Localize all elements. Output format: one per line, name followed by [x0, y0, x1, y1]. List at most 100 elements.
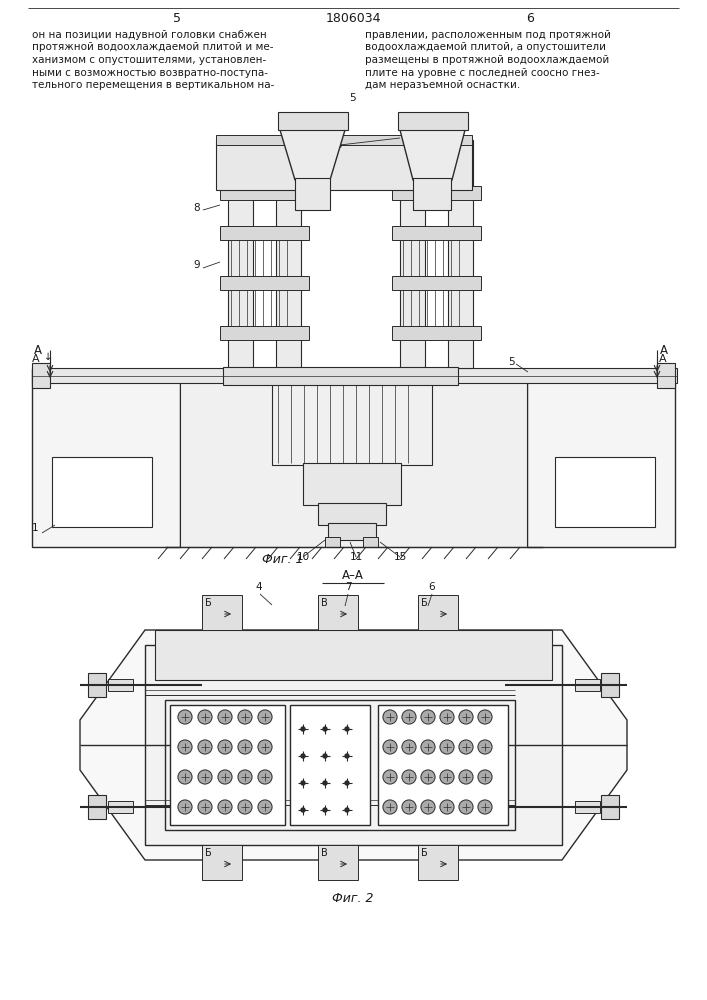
Text: 1: 1: [32, 523, 39, 533]
Text: 2: 2: [302, 152, 309, 162]
Circle shape: [478, 770, 492, 784]
Bar: [216, 135, 472, 145]
Bar: [278, 112, 348, 130]
Text: Б: Б: [205, 598, 212, 608]
Text: 5: 5: [350, 93, 356, 103]
Circle shape: [178, 740, 192, 754]
Bar: [413, 178, 451, 210]
Bar: [155, 630, 552, 680]
Bar: [228, 140, 253, 368]
Text: 4: 4: [255, 582, 262, 592]
Bar: [88, 795, 106, 819]
Circle shape: [402, 800, 416, 814]
Bar: [223, 367, 458, 385]
Bar: [448, 140, 473, 368]
Circle shape: [323, 781, 327, 785]
Circle shape: [301, 781, 305, 785]
Circle shape: [421, 770, 435, 784]
Bar: [325, 537, 340, 547]
Circle shape: [459, 740, 473, 754]
Bar: [202, 595, 242, 630]
Circle shape: [178, 800, 192, 814]
Circle shape: [421, 800, 435, 814]
Bar: [328, 523, 376, 540]
Bar: [418, 845, 458, 880]
Circle shape: [258, 740, 272, 754]
Circle shape: [345, 808, 349, 812]
Circle shape: [421, 710, 435, 724]
Text: Б: Б: [205, 848, 212, 858]
Bar: [220, 226, 309, 240]
Circle shape: [478, 740, 492, 754]
Circle shape: [301, 808, 305, 812]
Circle shape: [402, 770, 416, 784]
Bar: [392, 226, 481, 240]
Circle shape: [345, 754, 349, 758]
Circle shape: [402, 710, 416, 724]
Text: 5: 5: [508, 357, 515, 367]
Text: Фиг. 2: Фиг. 2: [332, 892, 374, 905]
Text: 3: 3: [335, 140, 341, 150]
Bar: [601, 795, 619, 819]
Circle shape: [238, 800, 252, 814]
Bar: [180, 369, 527, 547]
Circle shape: [383, 740, 397, 754]
Circle shape: [440, 770, 454, 784]
Circle shape: [383, 800, 397, 814]
Circle shape: [323, 727, 327, 731]
Text: В: В: [321, 848, 328, 858]
Circle shape: [238, 710, 252, 724]
Bar: [418, 595, 458, 630]
Text: Б: Б: [421, 598, 428, 608]
Circle shape: [238, 770, 252, 784]
Circle shape: [440, 710, 454, 724]
Circle shape: [478, 800, 492, 814]
Circle shape: [383, 770, 397, 784]
Circle shape: [301, 754, 305, 758]
Text: 6: 6: [428, 582, 435, 592]
Bar: [363, 537, 378, 547]
Bar: [318, 503, 386, 525]
Text: тельного перемещения в вертикальном на-: тельного перемещения в вертикальном на-: [32, 80, 274, 90]
Text: А–А: А–А: [342, 569, 364, 582]
Text: ханизмом с опустошителями, установлен-: ханизмом с опустошителями, установлен-: [32, 55, 267, 65]
Text: A: A: [659, 354, 667, 364]
Text: протяжной водоохлаждаемой плитой и ме-: протяжной водоохлаждаемой плитой и ме-: [32, 42, 274, 52]
Bar: [272, 383, 432, 465]
Bar: [295, 178, 330, 210]
Circle shape: [459, 770, 473, 784]
Circle shape: [478, 710, 492, 724]
Bar: [220, 276, 309, 290]
Bar: [170, 705, 285, 825]
Polygon shape: [400, 130, 465, 180]
Circle shape: [198, 770, 212, 784]
Circle shape: [258, 770, 272, 784]
Circle shape: [178, 770, 192, 784]
Bar: [398, 112, 468, 130]
Text: 9: 9: [193, 260, 199, 270]
Bar: [220, 326, 309, 340]
Circle shape: [421, 740, 435, 754]
Text: ными с возможностью возвратно-поступа-: ными с возможностью возвратно-поступа-: [32, 68, 268, 78]
Bar: [378, 705, 508, 825]
Circle shape: [323, 808, 327, 812]
Circle shape: [198, 710, 212, 724]
Polygon shape: [280, 130, 345, 180]
Bar: [392, 186, 481, 200]
Text: 5: 5: [173, 12, 181, 25]
Bar: [527, 369, 675, 547]
Bar: [220, 186, 309, 200]
Bar: [32, 363, 50, 388]
Circle shape: [238, 740, 252, 754]
Text: 15: 15: [393, 552, 407, 562]
Circle shape: [198, 740, 212, 754]
Bar: [575, 679, 600, 691]
Text: Фиг. 1: Фиг. 1: [262, 553, 304, 566]
Circle shape: [440, 800, 454, 814]
Circle shape: [402, 740, 416, 754]
Text: A: A: [660, 344, 668, 357]
Bar: [575, 801, 600, 813]
Bar: [392, 276, 481, 290]
Circle shape: [459, 710, 473, 724]
Text: 11: 11: [349, 552, 363, 562]
